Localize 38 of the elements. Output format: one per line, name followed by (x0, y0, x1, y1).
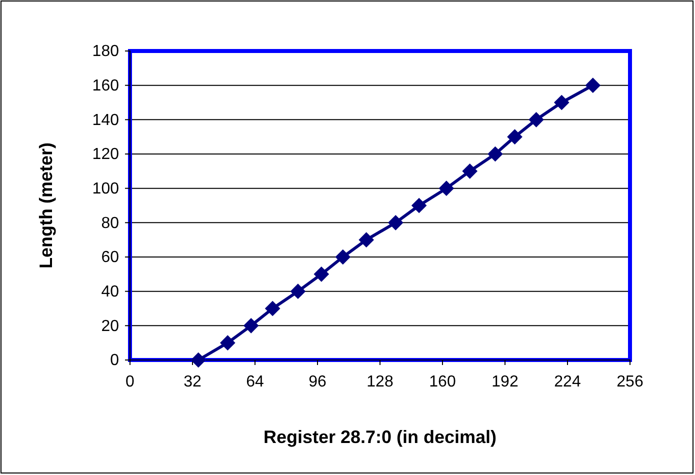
point (243, 318, 259, 334)
x-tick-label: 256 (616, 373, 644, 390)
point (388, 214, 404, 230)
point (554, 94, 570, 110)
y-tick-label: 180 (92, 43, 120, 60)
x-tick-label: 192 (492, 373, 518, 390)
y-tick-label: 80 (101, 214, 120, 232)
x-tick-label: 160 (429, 373, 456, 390)
x-tick-label: 96 (308, 373, 326, 390)
point (585, 78, 601, 94)
point (462, 163, 478, 179)
x-tick-label: 0 (126, 373, 135, 390)
y-tick-label: 0 (110, 352, 120, 370)
y-tick-label: 40 (101, 283, 120, 300)
point (335, 249, 351, 265)
point (220, 335, 236, 351)
point (438, 180, 454, 196)
point (290, 284, 306, 300)
point (411, 198, 427, 214)
y-tick-label: 120 (92, 146, 120, 164)
point (264, 300, 280, 316)
point (488, 146, 503, 162)
x-axis-title: Register 28.7:0 (in decimal) (263, 427, 497, 447)
point (314, 266, 330, 282)
x-tick-label: 224 (554, 373, 581, 390)
point (190, 352, 206, 368)
y-tick-label: 20 (101, 318, 120, 335)
y-axis-title: Length (meter) (36, 142, 56, 268)
point (358, 232, 374, 248)
point (507, 129, 522, 145)
y-tick-label: 60 (101, 249, 120, 266)
x-tick-label: 32 (184, 373, 202, 390)
x-tick-label: 128 (366, 373, 394, 390)
point (528, 112, 544, 128)
x-tick-label: 64 (246, 373, 264, 390)
y-tick-label: 100 (92, 180, 120, 198)
y-tick-label: 140 (92, 112, 120, 129)
y-tick-label: 160 (92, 77, 120, 94)
